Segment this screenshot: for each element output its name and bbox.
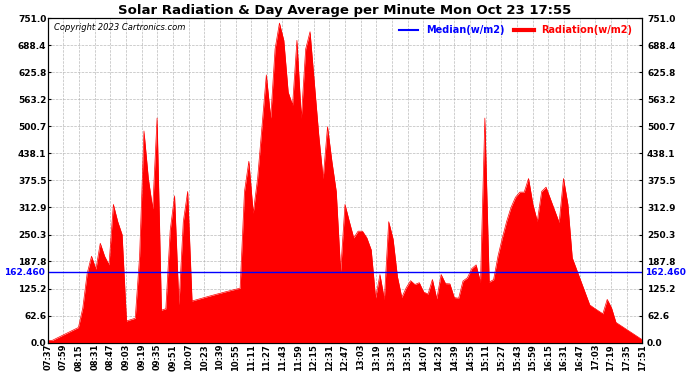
Legend: Median(w/m2), Radiation(w/m2): Median(w/m2), Radiation(w/m2) [395,22,636,39]
Text: Copyright 2023 Cartronics.com: Copyright 2023 Cartronics.com [54,23,185,32]
Text: 162.460: 162.460 [4,268,45,277]
Text: 162.460: 162.460 [645,268,686,277]
Title: Solar Radiation & Day Average per Minute Mon Oct 23 17:55: Solar Radiation & Day Average per Minute… [119,4,571,17]
